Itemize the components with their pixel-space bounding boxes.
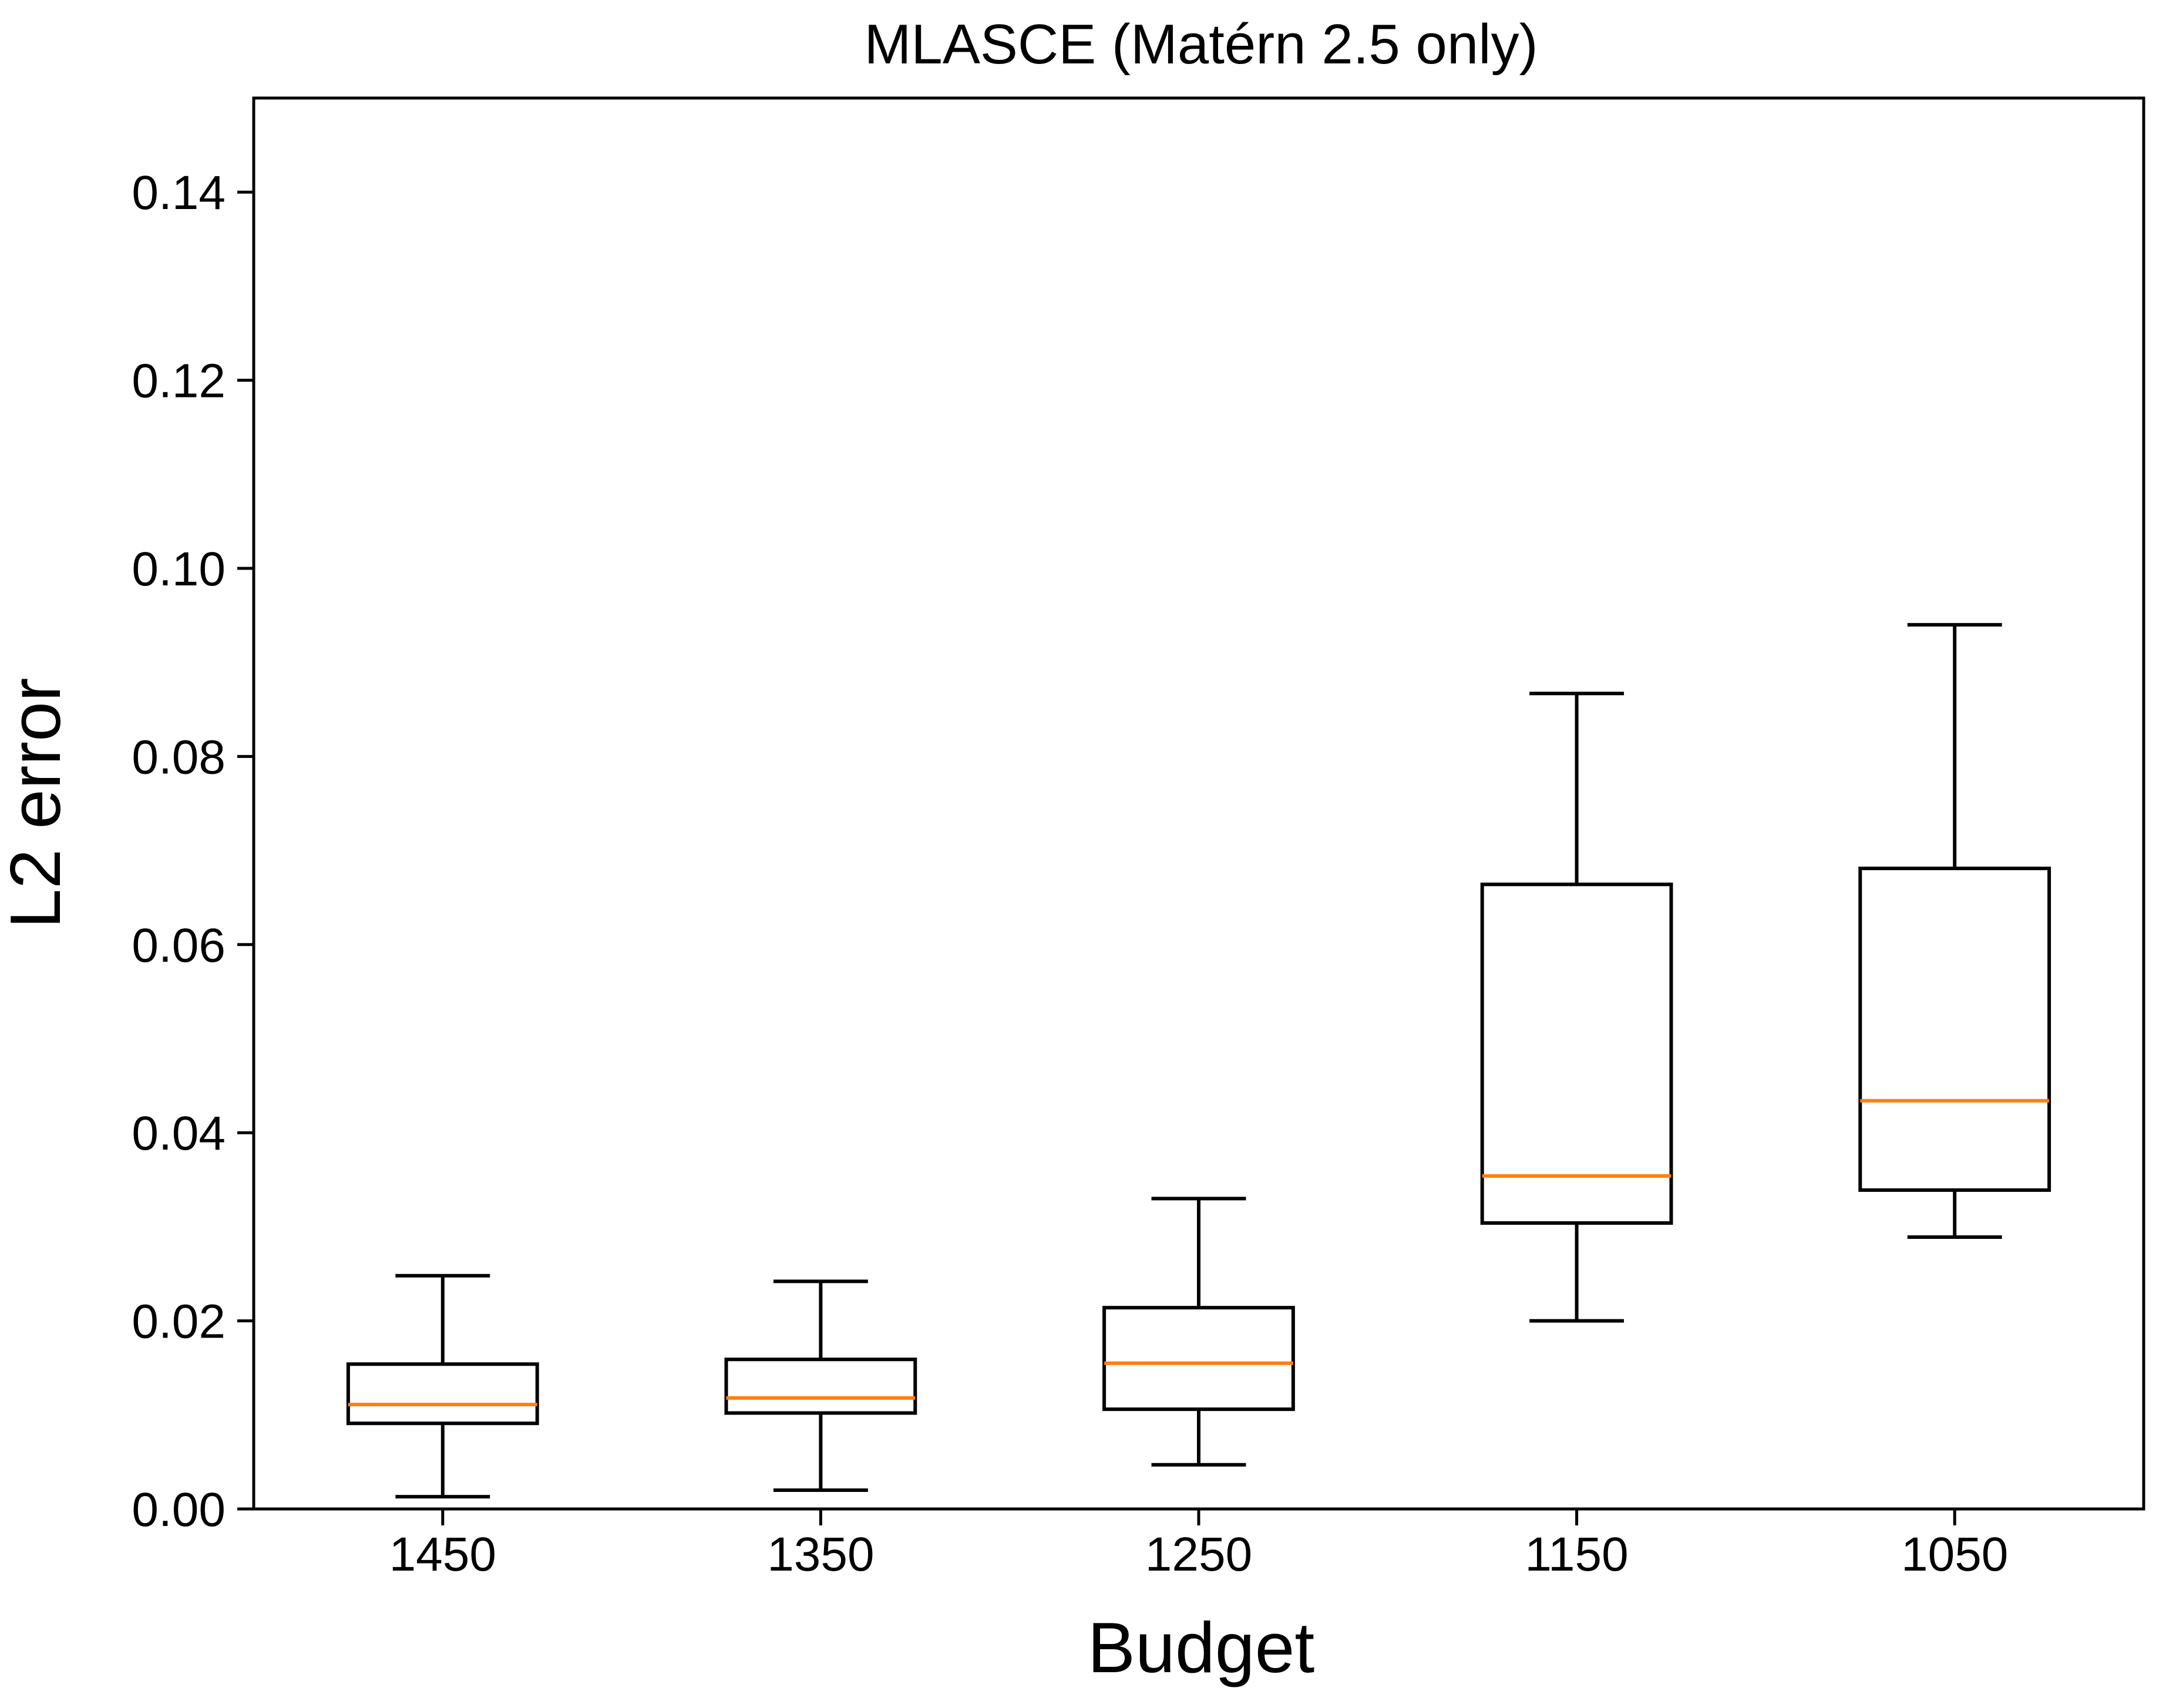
box-iqr bbox=[724, 1357, 917, 1415]
x-axis-label: Budget bbox=[1088, 1608, 1315, 1687]
y-tick-label: 0.12 bbox=[132, 355, 226, 408]
x-tick-label: 1050 bbox=[1901, 1528, 2008, 1581]
y-tick-label: 0.10 bbox=[132, 543, 226, 596]
x-tick-label: 1450 bbox=[389, 1528, 496, 1581]
axes-frame bbox=[252, 96, 2145, 1511]
box-iqr bbox=[346, 1362, 539, 1426]
box-iqr bbox=[1102, 1306, 1295, 1411]
plot-area: 0.00 0.02 0.04 0.06 0.08 0.10 0.12 0.14 1450 1350… bbox=[132, 166, 2051, 1581]
y-tick-label: 0.06 bbox=[132, 919, 226, 972]
y-tick-label: 0.04 bbox=[132, 1107, 226, 1160]
chart-title: MLASCE (Matérn 2.5 only) bbox=[864, 13, 1538, 76]
y-tick-label: 0.00 bbox=[132, 1483, 226, 1537]
x-tick-label: 1150 bbox=[1525, 1528, 1628, 1581]
y-tick-label: 0.02 bbox=[132, 1295, 226, 1349]
box-iqr bbox=[1858, 867, 2051, 1192]
x-tick-label: 1350 bbox=[767, 1528, 874, 1581]
x-tick-label: 1250 bbox=[1145, 1528, 1252, 1581]
y-axis-label: L2 error bbox=[0, 678, 75, 928]
box-iqr bbox=[1480, 882, 1673, 1225]
y-tick-label: 0.08 bbox=[132, 730, 226, 784]
y-tick-label: 0.14 bbox=[132, 166, 226, 220]
